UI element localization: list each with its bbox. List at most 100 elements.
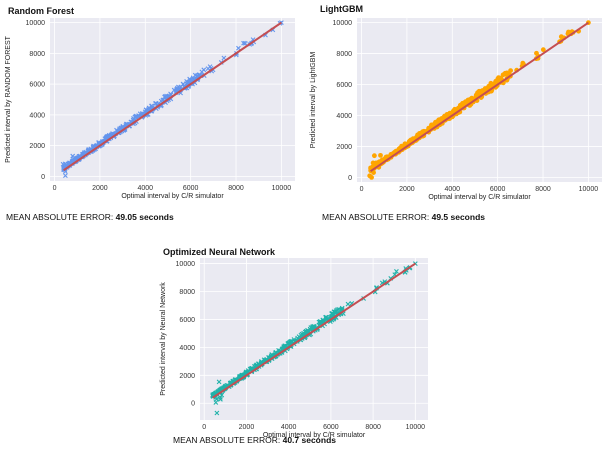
data-point <box>221 55 227 61</box>
x-tick-label: 4000 <box>281 424 297 431</box>
y-tick-label: 4000 <box>179 345 195 352</box>
data-point <box>369 175 374 180</box>
mae-value: 49.5 seconds <box>431 212 485 222</box>
data-point <box>201 67 207 73</box>
mae-text: MEAN ABSOLUTE ERROR: 49.05 seconds <box>6 212 174 222</box>
x-tick-label: 8000 <box>365 424 381 431</box>
data-point <box>237 373 243 379</box>
mae-label: MEAN ABSOLUTE ERROR: <box>6 212 116 222</box>
x-tick-label: 10000 <box>272 185 292 192</box>
y-tick-label: 8000 <box>29 51 45 58</box>
x-tick-label: 10000 <box>579 186 599 193</box>
y-tick-label: 8000 <box>336 51 352 58</box>
y-tick-label: 4000 <box>336 113 352 120</box>
data-point <box>214 410 220 416</box>
data-point <box>62 161 68 167</box>
x-axis-label: Optimal interval by C/R simulator <box>121 193 224 200</box>
y-tick-label: 6000 <box>179 317 195 324</box>
mae-label: MEAN ABSOLUTE ERROR: <box>173 435 283 445</box>
x-tick-label: 0 <box>360 186 364 193</box>
data-point <box>378 152 383 158</box>
data-point <box>143 107 149 113</box>
x-tick-label: 6000 <box>490 186 506 193</box>
data-point <box>149 103 154 109</box>
data-point <box>394 268 399 274</box>
data-point <box>323 316 329 322</box>
data-point <box>540 47 546 53</box>
data-point <box>371 170 376 175</box>
data-point <box>434 119 440 125</box>
data-point <box>242 40 248 46</box>
data-point <box>216 379 222 385</box>
data-point <box>482 86 488 91</box>
y-tick-label: 10000 <box>176 261 196 268</box>
x-tick-label: 8000 <box>535 186 551 193</box>
x-axis-label: Optimal interval by C/R simulator <box>263 432 366 439</box>
x-tick-label: 0 <box>53 185 57 192</box>
y-axis-label: Predicted interval by LightGBM <box>310 52 317 149</box>
data-point <box>336 306 342 312</box>
x-axis-label: Optimal interval by C/R simulator <box>428 194 531 201</box>
scatter-plot-random-forest: 0 2000 4000 6000 8000 10000 0 2000 4000 6000 8000 1… <box>5 18 295 200</box>
chart-title: Random Forest <box>8 6 75 16</box>
y-tick-label: 2000 <box>179 373 195 380</box>
data-point <box>421 128 427 134</box>
mae-label: MEAN ABSOLUTE ERROR: <box>322 212 432 222</box>
x-tick-label: 0 <box>202 424 206 431</box>
data-point <box>429 122 434 128</box>
fit-line <box>370 21 589 172</box>
x-tick-label: 6000 <box>183 185 199 192</box>
x-tick-label: 8000 <box>228 185 244 192</box>
chart-title: Optimized Neural Network <box>163 247 276 257</box>
y-tick-label: 6000 <box>336 82 352 89</box>
data-point <box>508 68 513 74</box>
y-tick-label: 6000 <box>29 82 45 89</box>
y-tick-label: 0 <box>191 401 195 408</box>
mae-text: MEAN ABSOLUTE ERROR: 40.7 seconds <box>173 435 336 445</box>
x-tick-label: 2000 <box>399 186 415 193</box>
data-point <box>302 329 308 335</box>
data-point <box>317 319 323 324</box>
data-point <box>488 83 494 89</box>
data-point <box>153 101 159 106</box>
data-point <box>259 359 264 364</box>
data-point <box>495 78 501 84</box>
y-tick-label: 10000 <box>333 20 353 27</box>
data-point <box>479 88 485 94</box>
data-point <box>241 40 246 46</box>
data-point <box>217 394 223 400</box>
y-tick-label: 2000 <box>336 144 352 151</box>
y-tick-label: 4000 <box>29 112 45 119</box>
plot-area <box>50 18 295 181</box>
mae-text: MEAN ABSOLUTE ERROR: 49.5 seconds <box>322 212 485 222</box>
chart-lightgbm: LightGBM 0 2000 4000 6000 8000 10000 0 2000 4000… <box>305 0 605 225</box>
data-point <box>285 341 291 347</box>
y-tick-label: 0 <box>41 174 45 181</box>
data-point <box>236 45 241 51</box>
data-point <box>213 400 219 405</box>
data-point <box>441 114 447 120</box>
data-point <box>63 173 68 179</box>
scatter-plot-neural-network: 0 2000 4000 6000 8000 10000 0 2000 4000 6000 8000 1… <box>160 258 428 439</box>
data-point <box>132 114 138 120</box>
y-axis-label: Predicted interval by Neural Network <box>160 282 167 396</box>
data-point <box>307 326 313 332</box>
chart-neural-network: Optimized Neural Network 0 2000 4000 6000 80… <box>155 240 445 451</box>
chart-random-forest: Random Forest 0 2000 4000 6000 8000 10000 0 200… <box>0 0 300 225</box>
data-point <box>321 318 327 323</box>
data-point <box>219 392 225 398</box>
data-point <box>214 396 219 402</box>
data-point <box>70 156 76 162</box>
data-point <box>345 301 351 307</box>
x-tick-label: 2000 <box>239 424 255 431</box>
data-point <box>333 308 339 314</box>
data-point <box>371 153 377 159</box>
x-tick-label: 6000 <box>323 424 339 431</box>
plot-area <box>357 18 602 182</box>
y-tick-label: 0 <box>348 175 352 182</box>
x-tick-label: 4000 <box>444 186 460 193</box>
fit-line <box>63 21 282 172</box>
scatter-plot-lightgbm: 0 2000 4000 6000 8000 10000 0 2000 4000 6000 8000 1… <box>310 18 602 201</box>
data-point <box>339 305 345 311</box>
fit-line <box>212 262 416 399</box>
